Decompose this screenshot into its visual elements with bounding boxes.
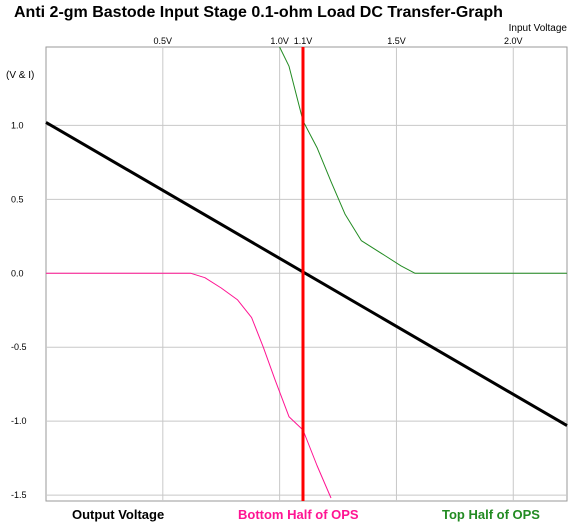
chart-title: Anti 2-gm Bastode Input Stage 0.1-ohm Lo… [14,4,503,21]
y-tick-label: -0.5 [11,342,27,352]
x-tick-label: 1.0V [270,36,289,46]
grid-lines [46,47,567,501]
series-line-output-voltage [45,121,568,427]
y-tick-label: -1.5 [11,490,27,500]
y-tick-label: 1.0 [11,120,24,130]
x-tick-label: 0.5V [154,36,173,46]
legend-output-voltage: Output Voltage [72,507,164,522]
x-tick-labels: 0.5V 1.0V 1.1V 1.5V 2.0V [154,36,523,46]
x-tick-label: 2.0V [504,36,523,46]
legend-top-half: Top Half of OPS [442,507,540,522]
x-axis-label: Input Voltage [509,23,568,34]
series-line-top-half [279,46,567,274]
x-tick-label: 1.1V [294,36,313,46]
legend-bottom-half: Bottom Half of OPS [238,507,359,522]
y-axis-label: (V & I) [6,70,34,81]
y-tick-labels: 1.0 0.5 0.0 -0.5 -1.0 -1.5 [11,120,27,500]
series-lines [45,46,568,499]
y-tick-label: -1.0 [11,416,27,426]
x-tick-label: 1.5V [387,36,406,46]
series-line-bottom-half [46,272,332,499]
y-tick-label: 0.0 [11,268,24,278]
y-tick-label: 0.5 [11,194,24,204]
